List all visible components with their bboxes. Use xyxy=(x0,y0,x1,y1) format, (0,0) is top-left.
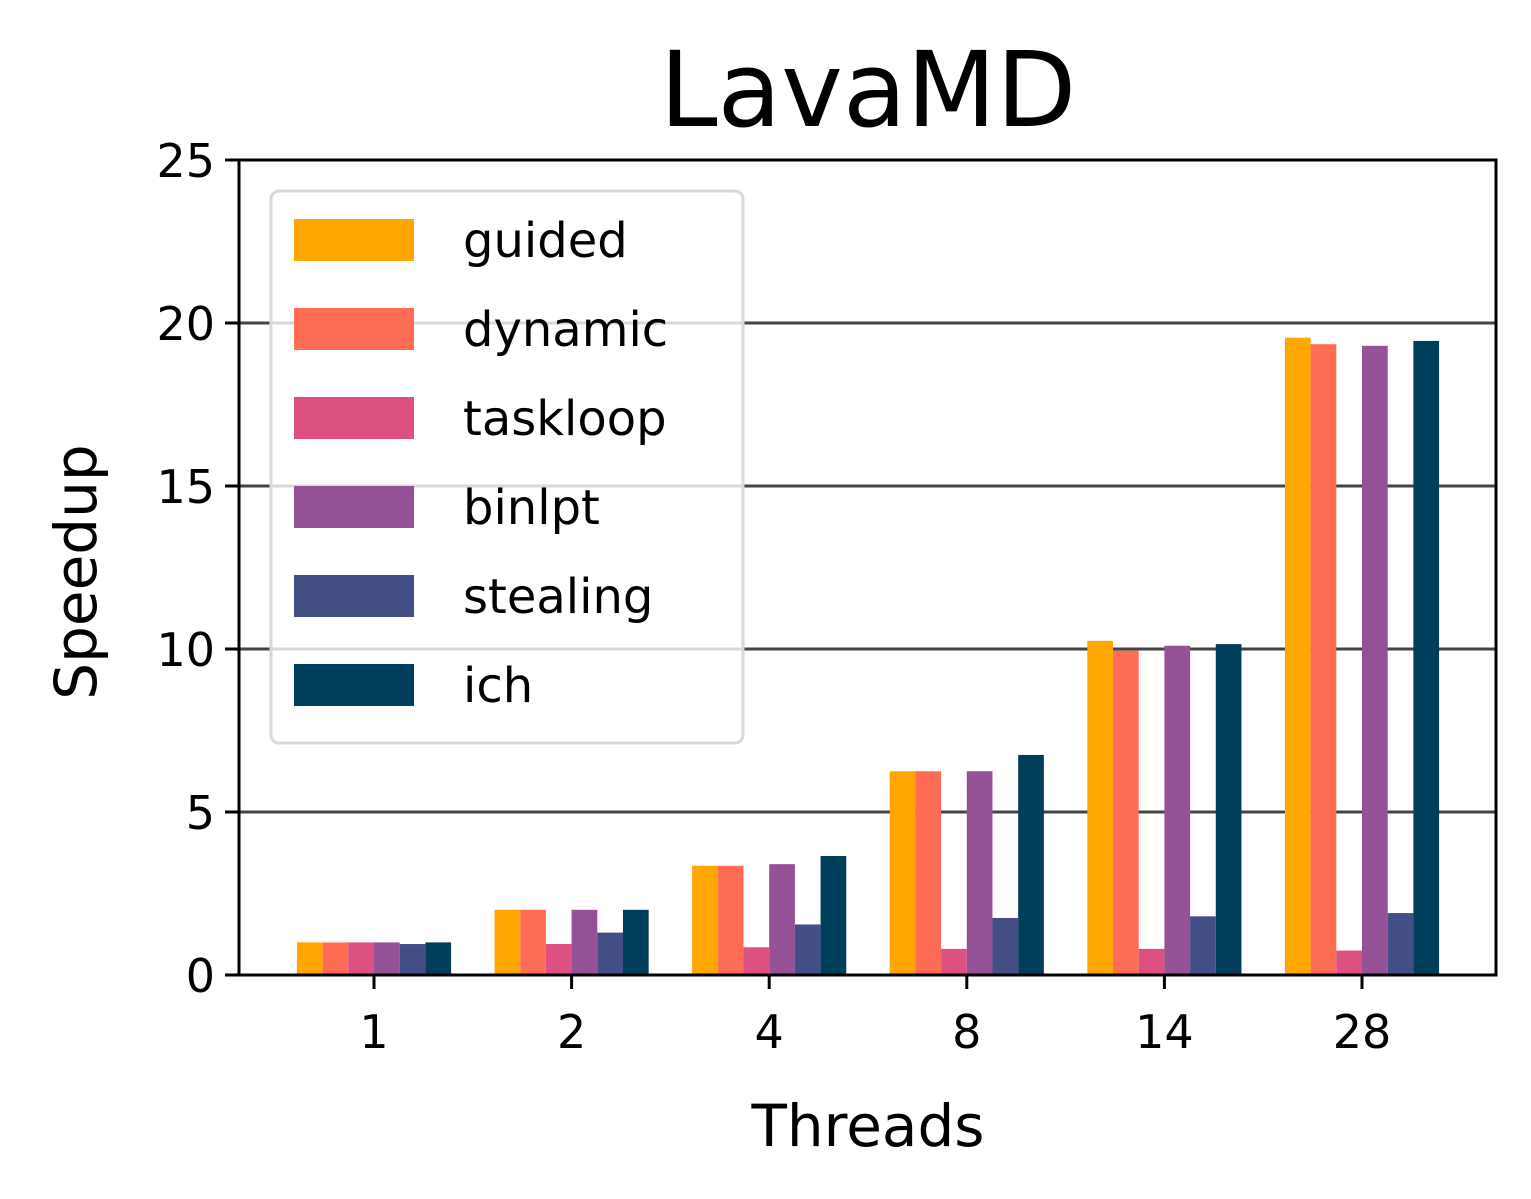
bar-binlpt-1 xyxy=(374,942,400,975)
y-tick-label: 25 xyxy=(156,134,215,188)
legend-swatch-stealing xyxy=(294,575,414,617)
legend-swatch-guided xyxy=(294,219,414,261)
bar-taskloop-4 xyxy=(743,947,770,975)
bar-binlpt-4 xyxy=(769,864,795,975)
y-tick-label: 15 xyxy=(156,460,215,514)
bar-stealing-4 xyxy=(794,924,821,975)
bar-ich-2 xyxy=(622,909,649,975)
legend-swatch-binlpt xyxy=(294,486,414,528)
legend-label-dynamic: dynamic xyxy=(463,302,668,358)
legend-label-guided: guided xyxy=(463,213,628,269)
bar-dynamic-2 xyxy=(520,909,546,975)
x-tick-label: 2 xyxy=(557,1005,586,1059)
bar-dynamic-8 xyxy=(915,771,942,975)
bar-dynamic-4 xyxy=(717,865,744,975)
bar-dynamic-1 xyxy=(322,942,349,975)
x-axis-title: Threads xyxy=(750,1092,984,1160)
y-axis-title: Speedup xyxy=(42,444,110,699)
x-tick-label: 28 xyxy=(1333,1005,1392,1059)
bar-taskloop-2 xyxy=(545,944,572,975)
bar-taskloop-28 xyxy=(1336,950,1362,975)
y-tick-label: 20 xyxy=(156,297,215,351)
legend-label-stealing: stealing xyxy=(463,569,653,625)
bar-ich-28 xyxy=(1413,340,1440,975)
x-axis: 1 2 4 8 14 28 xyxy=(359,975,1391,1059)
bar-binlpt-2 xyxy=(571,909,598,975)
legend-label-taskloop: taskloop xyxy=(463,391,667,447)
bar-guided-4 xyxy=(692,865,718,975)
bar-stealing-14 xyxy=(1190,916,1216,975)
bar-dynamic-28 xyxy=(1310,344,1337,975)
x-tick-label: 8 xyxy=(952,1005,981,1059)
bar-ich-1 xyxy=(425,942,452,975)
bar-guided-2 xyxy=(494,909,521,975)
bar-stealing-1 xyxy=(399,944,426,975)
y-tick-label: 0 xyxy=(186,949,215,1003)
bar-ich-4 xyxy=(820,856,847,975)
legend-swatch-taskloop xyxy=(294,397,414,439)
legend: guided dynamic taskloop binlpt stealing ich xyxy=(269,189,745,745)
chart-title: LavaMD xyxy=(660,29,1077,151)
bar-ich-14 xyxy=(1215,644,1242,975)
bar-guided-14 xyxy=(1087,640,1114,975)
x-tick-label: 14 xyxy=(1135,1005,1194,1059)
bar-binlpt-28 xyxy=(1362,345,1388,975)
legend-label-ich: ich xyxy=(463,658,533,714)
y-axis: 0 5 10 15 20 25 xyxy=(156,134,239,1003)
bar-stealing-28 xyxy=(1387,913,1414,975)
legend-swatch-dynamic xyxy=(294,308,414,350)
bar-taskloop-14 xyxy=(1138,948,1165,975)
bar-guided-28 xyxy=(1284,337,1311,975)
bar-taskloop-1 xyxy=(348,942,374,975)
x-tick-label: 4 xyxy=(755,1005,784,1059)
legend-swatch-ich xyxy=(294,664,414,706)
bar-ich-8 xyxy=(1018,754,1044,975)
bar-guided-8 xyxy=(889,771,916,975)
plot-frame xyxy=(237,158,1498,977)
bar-guided-1 xyxy=(296,942,323,975)
bars xyxy=(296,337,1440,975)
y-tick-label: 10 xyxy=(156,623,215,677)
bar-stealing-8 xyxy=(992,917,1019,975)
bar-taskloop-8 xyxy=(941,948,967,975)
x-tick-label: 1 xyxy=(359,1005,388,1059)
bar-binlpt-8 xyxy=(966,771,993,975)
y-tick-label: 5 xyxy=(186,786,215,840)
bar-stealing-2 xyxy=(597,932,623,975)
bar-dynamic-14 xyxy=(1113,650,1139,975)
bar-binlpt-14 xyxy=(1164,645,1191,975)
legend-label-binlpt: binlpt xyxy=(463,480,600,536)
